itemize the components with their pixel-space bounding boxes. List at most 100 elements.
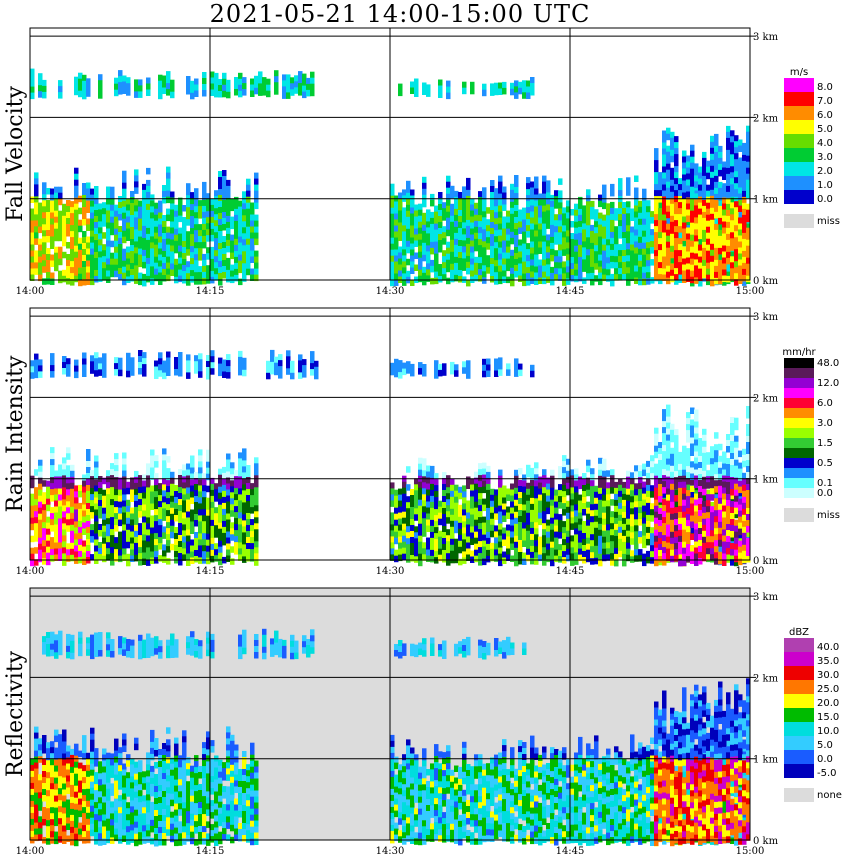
- reflectivity-legend-label: 30.0: [817, 670, 839, 681]
- fall-velocity-ytick: 3 km: [753, 32, 779, 43]
- reflectivity-xtick: 14:30: [376, 846, 405, 857]
- rain-intensity-legend-label: 1.5: [817, 438, 833, 449]
- reflectivity-legend-label: 20.0: [817, 698, 839, 709]
- rain-intensity-xtick: 14:45: [556, 566, 585, 577]
- rain-intensity-legend-label: 0.1: [817, 478, 833, 489]
- fall-velocity-legend-miss-label: miss: [817, 216, 840, 227]
- fall-velocity-legend-swatch: [784, 176, 814, 190]
- reflectivity-title: Reflectivity: [3, 650, 28, 777]
- reflectivity-legend-swatch: [784, 708, 814, 722]
- reflectivity-legend-label: 35.0: [817, 656, 839, 667]
- rain-intensity-legend-swatch: [784, 468, 814, 478]
- reflectivity-legend-label: -5.0: [817, 768, 837, 779]
- rain-intensity-frame: [29, 307, 751, 561]
- rain-intensity-legend-label: 6.0: [817, 398, 833, 409]
- rain-intensity-legend-swatch: [784, 458, 814, 468]
- rain-intensity-legend-swatch: [784, 378, 814, 388]
- reflectivity-legend-swatch: [784, 638, 814, 652]
- fall-velocity-legend-swatch: [784, 148, 814, 162]
- fall-velocity-xtick: 14:00: [16, 286, 45, 297]
- rain-intensity-legend-miss-swatch: [784, 508, 814, 522]
- rain-intensity-legend-swatch: [784, 428, 814, 438]
- reflectivity-legend-swatch: [784, 680, 814, 694]
- fall-velocity-legend-swatch: [784, 134, 814, 148]
- fall-velocity-legend-label: 0.0: [817, 194, 833, 205]
- reflectivity-ytick: 3 km: [753, 592, 779, 603]
- fall-velocity-legend-swatch: [784, 120, 814, 134]
- reflectivity-frame: [29, 587, 751, 841]
- rain-intensity-legend-swatch: [784, 438, 814, 448]
- rain-intensity-legend-swatch: [784, 408, 814, 418]
- fall-velocity-legend-label: 1.0: [817, 180, 833, 191]
- fall-velocity-xtick: 14:30: [376, 286, 405, 297]
- reflectivity-legend-swatch: [784, 764, 814, 778]
- fall-velocity-legend-label: 2.0: [817, 166, 833, 177]
- fall-velocity-legend-swatch: [784, 106, 814, 120]
- reflectivity-xtick: 14:15: [196, 846, 225, 857]
- rain-intensity-legend-label: 48.0: [817, 358, 839, 369]
- rain-intensity-xtick: 14:30: [376, 566, 405, 577]
- reflectivity-xtick: 15:00: [736, 846, 765, 857]
- reflectivity-legend-miss-label: none: [817, 790, 842, 801]
- fall-velocity-legend-label: 6.0: [817, 110, 833, 121]
- rain-intensity-legend-swatch: [784, 478, 814, 488]
- reflectivity-ytick: 1 km: [753, 755, 779, 766]
- fall-velocity-xtick: 14:45: [556, 286, 585, 297]
- reflectivity-xtick: 14:45: [556, 846, 585, 857]
- rain-intensity-legend-swatch: [784, 418, 814, 428]
- fall-velocity-legend-label: 3.0: [817, 152, 833, 163]
- reflectivity-legend-swatch: [784, 722, 814, 736]
- rain-intensity-ytick: 3 km: [753, 312, 779, 323]
- rain-intensity-ytick: 2 km: [753, 393, 779, 404]
- fall-velocity-legend-swatch: [784, 190, 814, 204]
- reflectivity-legend-swatch: [784, 666, 814, 680]
- rain-intensity-legend-swatch: [784, 388, 814, 398]
- chart-title: 2021-05-21 14:00-15:00 UTC: [209, 0, 591, 28]
- fall-velocity-legend-swatch: [784, 162, 814, 176]
- reflectivity-legend-unit: dBZ: [789, 627, 809, 638]
- rain-intensity-xtick: 14:15: [196, 566, 225, 577]
- fall-velocity-ytick: 1 km: [753, 195, 779, 206]
- rain-intensity-ytick: 1 km: [753, 475, 779, 486]
- rain-intensity-ytick: 0 km: [753, 556, 779, 567]
- fall-velocity-legend-label: 4.0: [817, 138, 833, 149]
- rain-intensity-legend-swatch: [784, 368, 814, 378]
- fall-velocity-legend-miss-swatch: [784, 214, 814, 228]
- fall-velocity-legend-swatch: [784, 92, 814, 106]
- fall-velocity-legend-label: 8.0: [817, 82, 833, 93]
- rain-intensity-legend-miss-label: miss: [817, 510, 840, 521]
- rain-intensity-title: Rain Intensity: [3, 355, 28, 512]
- reflectivity-legend-label: 5.0: [817, 740, 833, 751]
- fall-velocity-legend-label: 5.0: [817, 124, 833, 135]
- reflectivity-legend-label: 25.0: [817, 684, 839, 695]
- reflectivity-ytick: 2 km: [753, 673, 779, 684]
- rain-intensity-legend-swatch: [784, 488, 814, 498]
- reflectivity-legend-label: 15.0: [817, 712, 839, 723]
- rain-intensity-legend-swatch: [784, 398, 814, 408]
- reflectivity-legend-swatch: [784, 694, 814, 708]
- reflectivity-legend-swatch: [784, 652, 814, 666]
- reflectivity-legend-miss-swatch: [784, 788, 814, 802]
- reflectivity-xtick: 14:00: [16, 846, 45, 857]
- fall-velocity-ytick: 2 km: [753, 113, 779, 124]
- fall-velocity-title: Fall Velocity: [3, 86, 28, 222]
- rain-intensity-legend-label: 12.0: [817, 378, 839, 389]
- rain-intensity-xtick: 14:00: [16, 566, 45, 577]
- fall-velocity-legend-label: 7.0: [817, 96, 833, 107]
- rain-intensity-legend-label: 3.0: [817, 418, 833, 429]
- rain-intensity-legend-swatch: [784, 448, 814, 458]
- fall-velocity-xtick: 14:15: [196, 286, 225, 297]
- reflectivity-ytick: 0 km: [753, 836, 779, 847]
- fall-velocity-legend-unit: m/s: [790, 67, 808, 78]
- reflectivity-legend-label: 0.0: [817, 754, 833, 765]
- fall-velocity-xtick: 15:00: [736, 286, 765, 297]
- rain-intensity-legend-unit: mm/hr: [782, 347, 816, 358]
- rain-intensity-xtick: 15:00: [736, 566, 765, 577]
- rain-intensity-legend-swatch: [784, 358, 814, 368]
- rain-intensity-legend-label: 0.5: [817, 458, 833, 469]
- reflectivity-legend-label: 10.0: [817, 726, 839, 737]
- fall-velocity-ytick: 0 km: [753, 276, 779, 287]
- fall-velocity-legend-swatch: [784, 78, 814, 92]
- reflectivity-legend-swatch: [784, 736, 814, 750]
